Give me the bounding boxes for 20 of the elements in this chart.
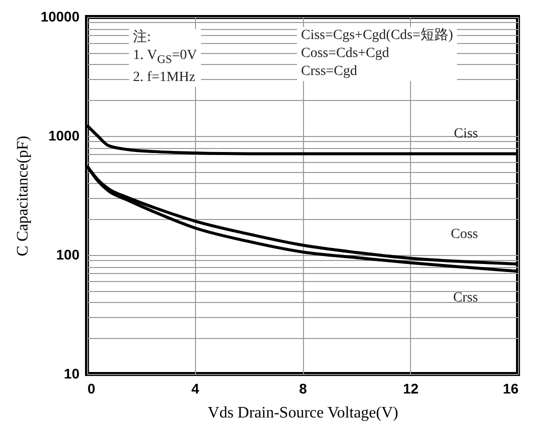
annotation: Crss=Cgd bbox=[301, 64, 358, 79]
annotation: 1. V$_{GS}$=0V bbox=[133, 48, 198, 66]
y-tick-label: 10000 bbox=[40, 8, 80, 24]
x-tick-label: 4 bbox=[191, 380, 200, 396]
x-axis-title: Vds Drain-Source Voltage(V) bbox=[208, 404, 398, 422]
x-tick-label: 8 bbox=[299, 380, 308, 396]
x-tick-label: 12 bbox=[402, 380, 419, 396]
annotation: Ciss=Cgs+Cgd(Cds=短路) bbox=[301, 28, 454, 43]
y-axis-title: C Capacitance(pF) bbox=[14, 136, 32, 256]
series-label: Coss bbox=[450, 227, 478, 242]
annotation: Coss=Cds+Cgd bbox=[301, 46, 390, 61]
series-label: Ciss bbox=[454, 126, 478, 142]
y-tick-label: 100 bbox=[56, 246, 80, 262]
annotation: 2. f=1MHz bbox=[133, 70, 196, 85]
y-tick-label: 10 bbox=[64, 366, 80, 382]
y-tick-label: 1000 bbox=[48, 128, 80, 144]
series-label: Crss bbox=[453, 290, 478, 306]
x-tick-label: 0 bbox=[88, 380, 96, 396]
x-tick-label: 16 bbox=[502, 380, 519, 396]
annotation: 注: bbox=[133, 30, 151, 45]
